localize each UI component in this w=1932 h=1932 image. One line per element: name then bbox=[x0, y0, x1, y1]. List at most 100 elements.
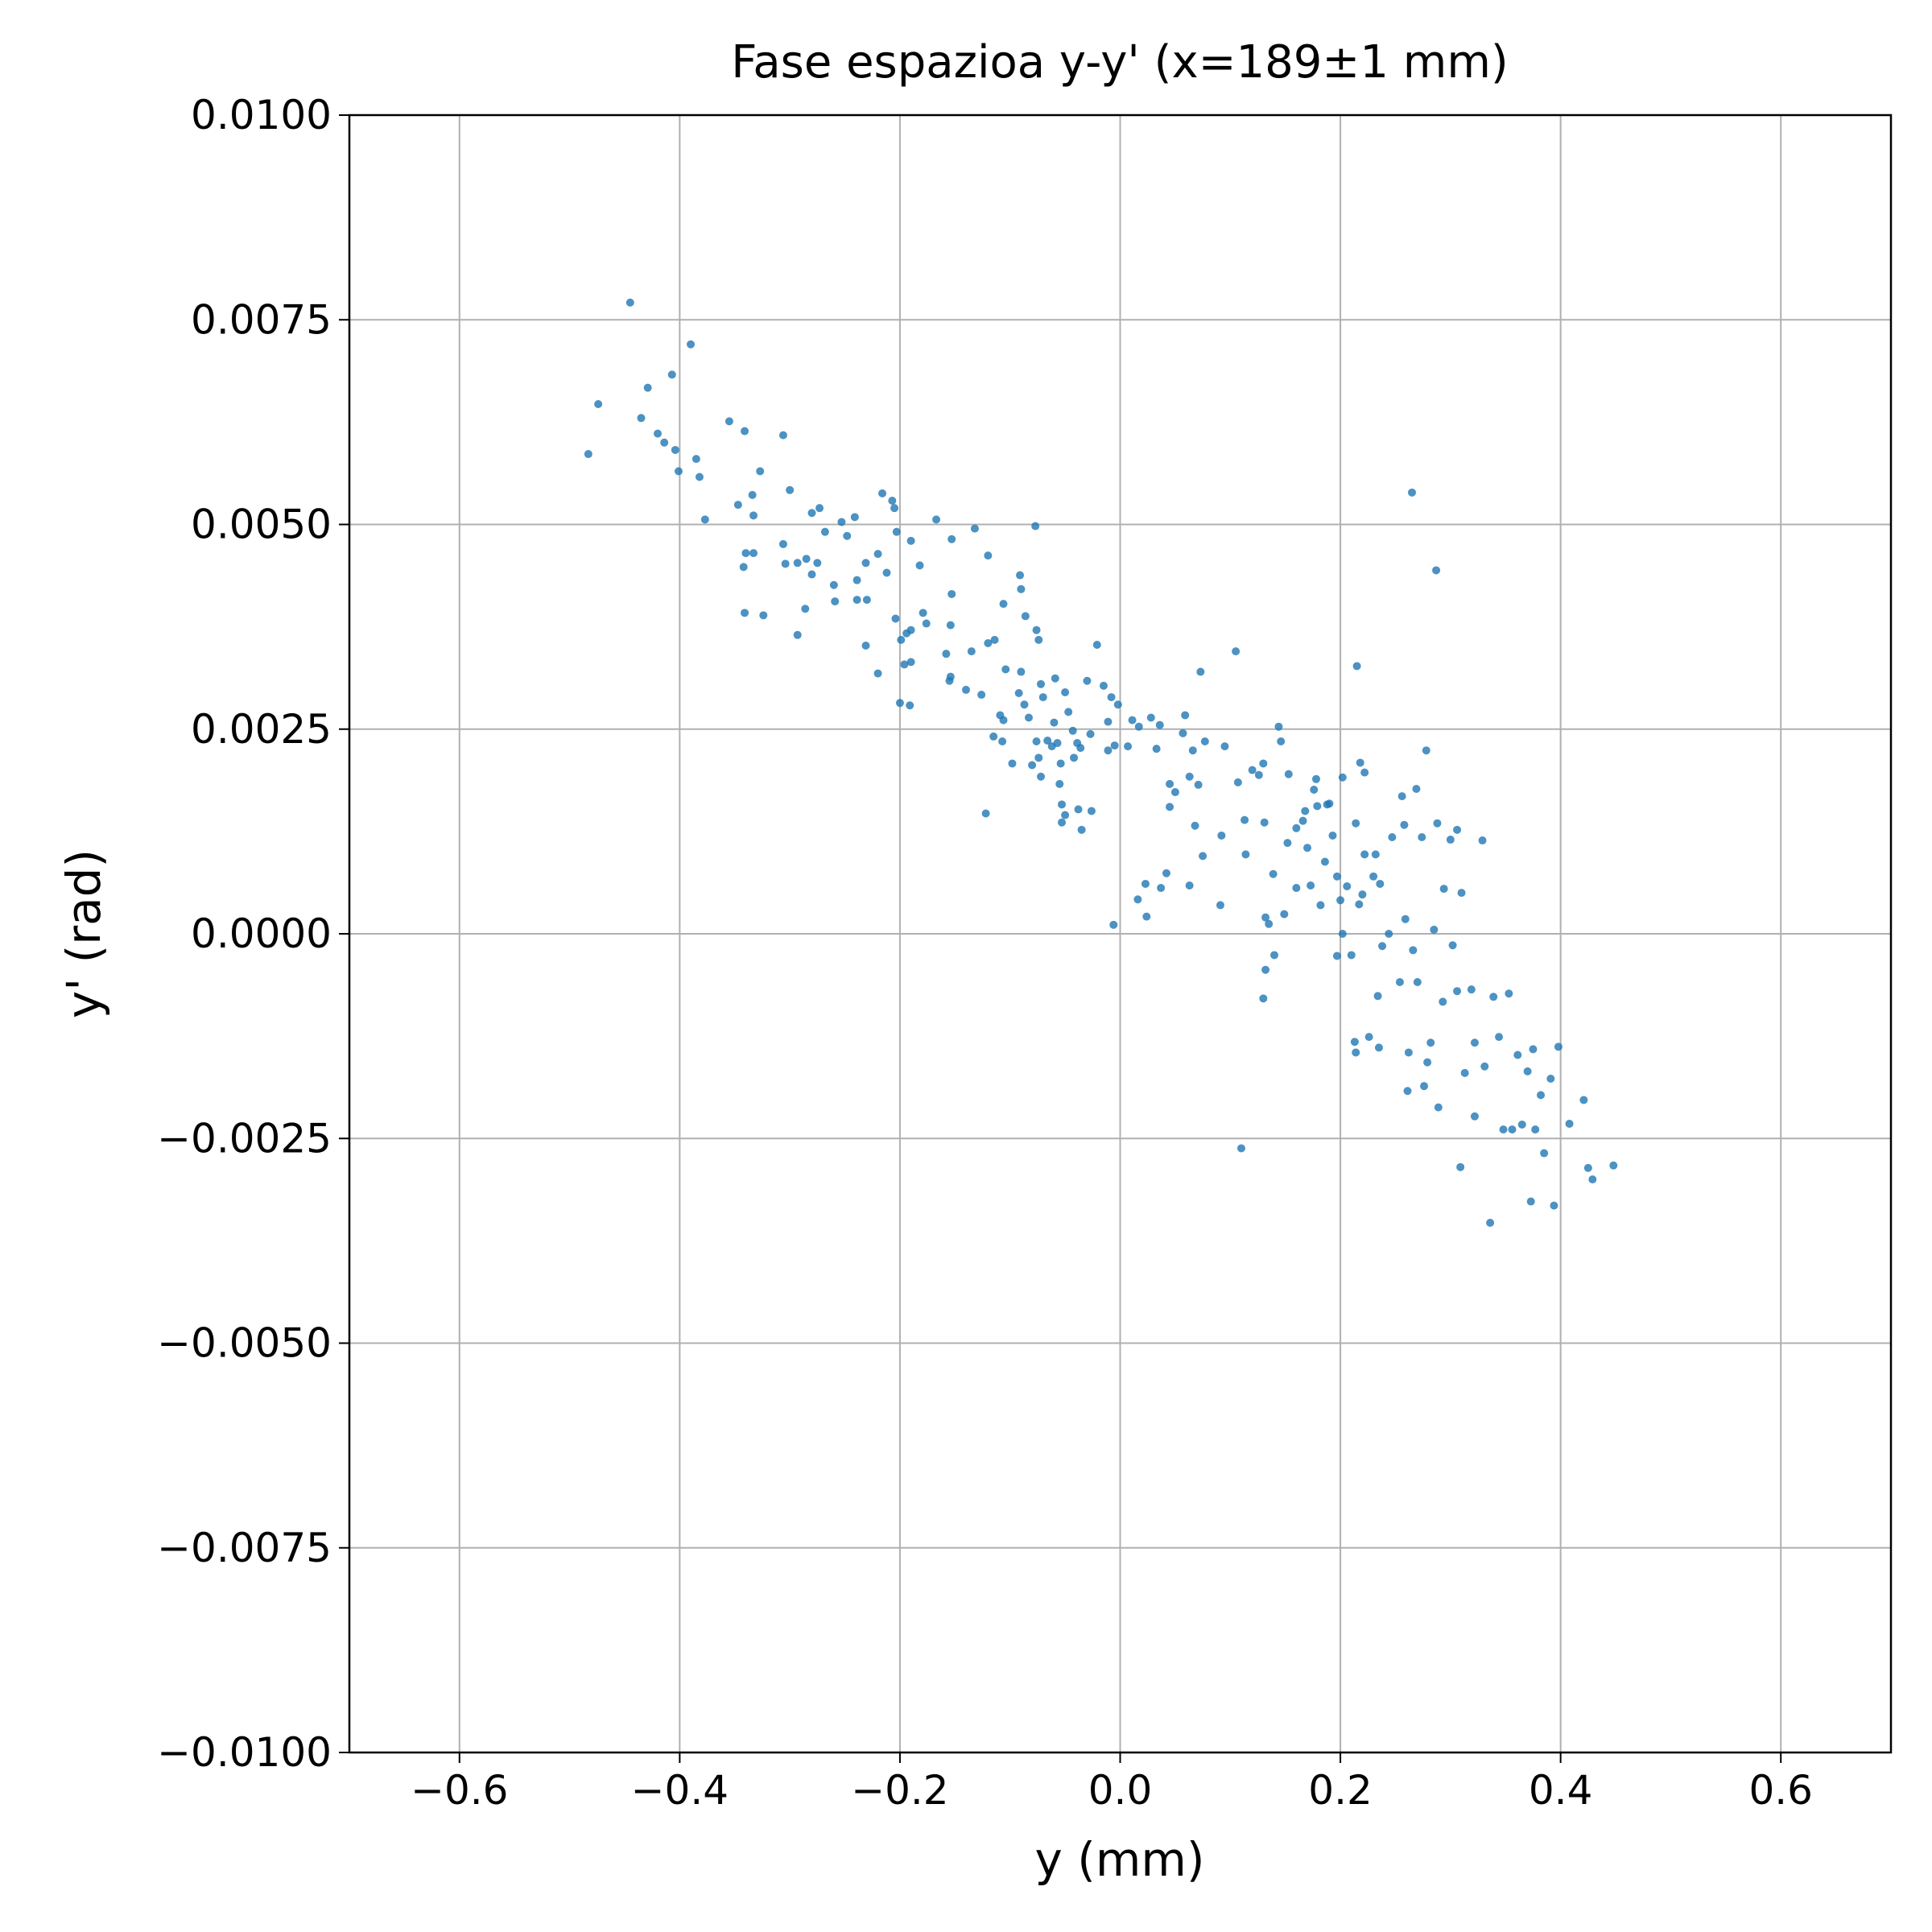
scatter-point bbox=[1301, 807, 1310, 815]
scatter-point bbox=[862, 596, 871, 605]
scatter-point bbox=[1216, 901, 1224, 910]
scatter-point bbox=[1277, 737, 1286, 746]
scatter-point bbox=[897, 635, 906, 644]
scatter-point bbox=[1352, 662, 1361, 671]
scatter-point bbox=[1403, 1087, 1412, 1096]
x-tick-label: 0.2 bbox=[1308, 1767, 1373, 1814]
scatter-point bbox=[1259, 994, 1268, 1003]
scatter-point bbox=[947, 589, 956, 598]
scatter-point bbox=[793, 559, 802, 568]
scatter-point bbox=[1540, 1149, 1549, 1158]
scatter-point bbox=[1241, 850, 1250, 859]
scatter-point bbox=[947, 535, 956, 543]
scatter-point bbox=[625, 298, 634, 307]
scatter-point bbox=[802, 555, 811, 564]
scatter-point bbox=[1343, 882, 1352, 891]
scatter-point bbox=[895, 699, 904, 708]
scatter-point bbox=[674, 467, 683, 476]
scatter-point bbox=[843, 531, 852, 540]
scatter-point bbox=[984, 638, 993, 647]
scatter-point bbox=[1332, 952, 1341, 960]
scatter-point bbox=[1328, 831, 1337, 840]
scatter-point bbox=[1283, 839, 1292, 848]
scatter-point bbox=[1254, 770, 1263, 779]
scatter-point bbox=[1350, 1038, 1359, 1046]
scatter-point bbox=[1274, 722, 1283, 731]
scatter-point bbox=[1364, 1033, 1373, 1042]
scatter-point bbox=[1032, 737, 1041, 746]
scatter-point bbox=[1373, 992, 1382, 1001]
scatter-point bbox=[1233, 778, 1242, 786]
scatter-point bbox=[1104, 746, 1113, 755]
scatter-point bbox=[878, 489, 887, 497]
scatter-point bbox=[852, 596, 861, 605]
scatter-point bbox=[1400, 820, 1409, 829]
scatter-point bbox=[1141, 879, 1150, 888]
scatter-point bbox=[1356, 758, 1364, 767]
scatter-point bbox=[852, 576, 861, 584]
scatter-point bbox=[1470, 1038, 1479, 1047]
scatter-point bbox=[643, 383, 652, 392]
scatter-point bbox=[1397, 792, 1406, 801]
scatter-point bbox=[981, 809, 990, 818]
scatter-point bbox=[1037, 679, 1046, 688]
scatter-point bbox=[906, 625, 915, 634]
scatter-point bbox=[890, 504, 899, 513]
scatter-point bbox=[837, 518, 846, 526]
scatter-point bbox=[892, 527, 901, 536]
scatter-point bbox=[749, 511, 758, 520]
scatter-point bbox=[1513, 1051, 1522, 1059]
y-axis-label: y' (rad) bbox=[56, 849, 111, 1018]
scatter-point bbox=[594, 400, 603, 409]
scatter-point bbox=[813, 559, 822, 568]
scatter-point bbox=[671, 445, 679, 454]
y-tick-label: 0.0050 bbox=[191, 502, 332, 548]
y-tick-label: −0.0050 bbox=[157, 1320, 332, 1367]
scatter-point bbox=[1401, 914, 1410, 923]
scatter-point bbox=[1284, 770, 1293, 778]
scatter-point bbox=[1420, 1082, 1429, 1091]
scatter-point bbox=[1338, 930, 1347, 938]
scatter-point bbox=[1191, 821, 1199, 830]
scatter-point bbox=[741, 427, 749, 436]
scatter-point bbox=[1152, 745, 1161, 753]
scatter-point bbox=[1185, 772, 1194, 781]
scatter-point bbox=[1423, 1058, 1432, 1067]
scatter-point bbox=[861, 642, 870, 650]
scatter-point bbox=[1495, 1033, 1504, 1042]
scatter-point bbox=[1434, 1103, 1443, 1112]
scatter-point bbox=[807, 509, 816, 518]
scatter-point bbox=[989, 732, 998, 741]
scatter-point bbox=[1467, 985, 1476, 994]
scatter-point bbox=[778, 431, 787, 440]
y-tick-label: −0.0025 bbox=[157, 1115, 332, 1162]
scatter-point bbox=[906, 658, 915, 667]
scatter-point bbox=[906, 701, 914, 710]
scatter-point bbox=[1109, 920, 1118, 929]
scatter-point bbox=[1014, 689, 1023, 698]
scatter-point bbox=[1303, 844, 1312, 852]
scatter-point bbox=[1554, 1042, 1563, 1051]
scatter-point bbox=[1261, 965, 1270, 974]
x-tick-label: 0.6 bbox=[1748, 1767, 1813, 1814]
scatter-point bbox=[1550, 1201, 1558, 1210]
scatter-point bbox=[786, 485, 795, 494]
scatter-point bbox=[724, 417, 733, 426]
scatter-point bbox=[815, 504, 824, 513]
scatter-point bbox=[1128, 716, 1137, 724]
plot-frame bbox=[348, 114, 1893, 1754]
scatter-point bbox=[1083, 676, 1092, 685]
scatter-point bbox=[861, 559, 870, 568]
scatter-point bbox=[900, 660, 909, 669]
scatter-point bbox=[945, 676, 954, 685]
x-tick-label: 0.4 bbox=[1529, 1767, 1593, 1814]
scatter-point bbox=[1058, 800, 1067, 809]
scatter-point bbox=[1537, 1091, 1546, 1100]
scatter-point bbox=[654, 429, 662, 438]
scatter-point bbox=[873, 669, 882, 678]
scatter-point bbox=[1433, 819, 1442, 828]
scatter-point bbox=[695, 473, 704, 481]
scatter-point bbox=[1422, 746, 1430, 755]
scatter-point bbox=[1142, 912, 1151, 921]
scatter-point bbox=[1124, 742, 1133, 751]
